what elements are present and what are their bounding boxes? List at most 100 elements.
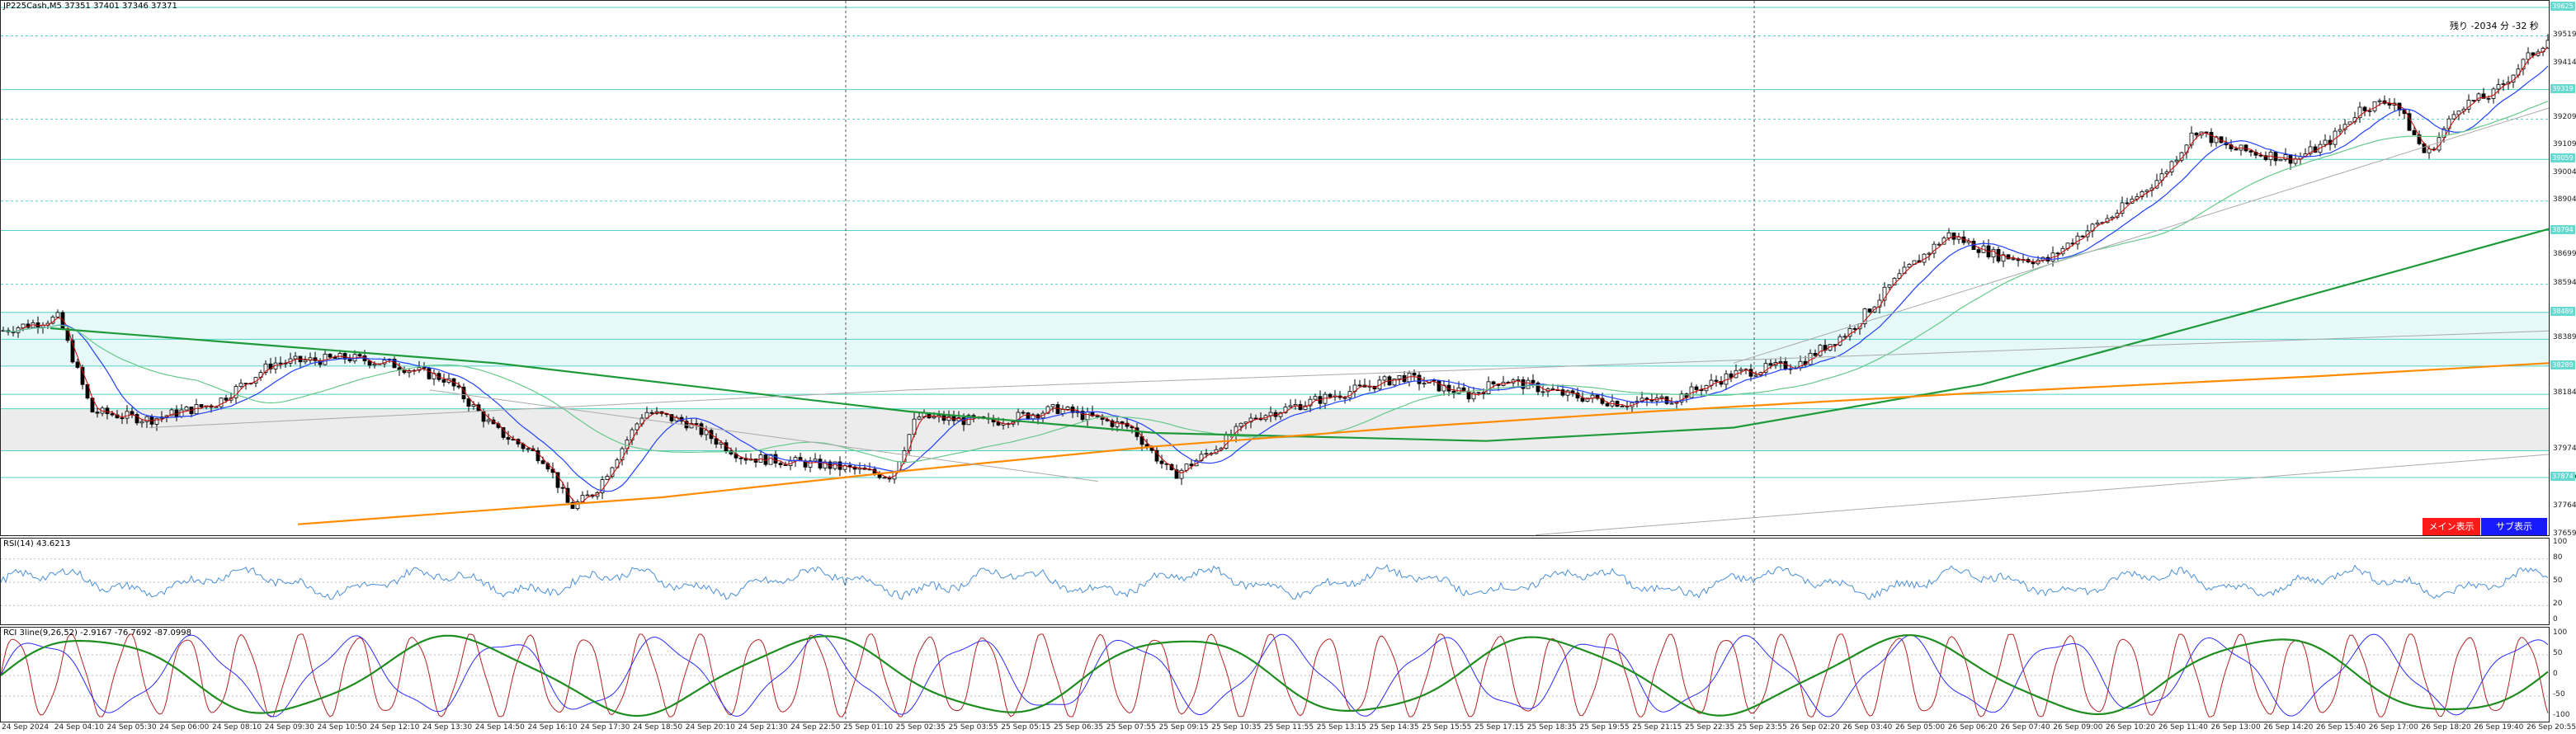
candle-up <box>1179 469 1184 479</box>
time-label: 25 Sep 21:15 <box>1632 723 1682 732</box>
candle-up <box>2496 84 2501 90</box>
candle-down <box>80 367 85 385</box>
price-label: 38594 <box>2553 278 2576 287</box>
candle-down <box>2486 97 2491 100</box>
price-chart[interactable] <box>1 1 2550 536</box>
rsi-chart[interactable] <box>1 539 2550 625</box>
candle-up <box>1639 398 1644 402</box>
time-axis[interactable]: 24 Sep 2024 24 Sep 04:10 24 Sep 05:30 24 Se… <box>0 722 2576 734</box>
candle-up <box>2471 100 2476 101</box>
candle-down <box>1615 401 1620 407</box>
candle-up <box>1288 405 1293 407</box>
candle-down <box>1600 398 1605 404</box>
candle-up <box>600 479 605 493</box>
price-level-badge: 39625 <box>2550 2 2575 11</box>
rsi-panel[interactable]: RSI(14) 43.6213 <box>0 538 2550 625</box>
time-label: 26 Sep 09:00 <box>2053 723 2103 732</box>
candle-down <box>1867 308 1872 313</box>
candle-up <box>1907 264 1912 268</box>
price-label: 39519 <box>2553 30 2576 39</box>
candle-up <box>1283 406 1288 413</box>
time-label: 26 Sep 05:00 <box>1895 723 1946 732</box>
countdown-timer: 残り -2034 分 -32 秒 <box>2450 21 2539 31</box>
candle-down <box>540 460 545 464</box>
candle-up <box>55 312 60 318</box>
candle-up <box>219 398 224 407</box>
candle-down <box>2248 150 2253 153</box>
candle-down <box>1536 382 1540 393</box>
candle-up <box>2466 100 2471 110</box>
candle-down <box>422 367 427 369</box>
candle-down <box>2194 132 2199 136</box>
time-label: 24 Sep 21:30 <box>738 723 788 732</box>
candle-down <box>2125 202 2130 205</box>
time-label: 24 Sep 16:10 <box>527 723 578 732</box>
candle-down <box>333 356 337 359</box>
candle-down <box>357 354 362 356</box>
candle-up <box>21 323 26 328</box>
candle-down <box>2412 129 2417 135</box>
time-label: 24 Sep 17:30 <box>580 723 630 732</box>
time-label: 26 Sep 15:40 <box>2316 723 2366 732</box>
candle-up <box>2095 222 2100 225</box>
candle-up <box>2169 161 2174 172</box>
candle-up <box>2214 136 2219 144</box>
candle-up <box>1937 243 1941 246</box>
sub-display-button[interactable]: サブ表示 <box>2481 518 2547 535</box>
candle-down <box>1560 389 1565 396</box>
candle-down <box>2204 131 2209 134</box>
candle-up <box>1946 232 1951 238</box>
candle-up <box>2278 158 2283 162</box>
rci-chart[interactable] <box>1 628 2550 722</box>
candle-up <box>2085 230 2090 238</box>
time-label: 26 Sep 03:40 <box>1842 723 1893 732</box>
candle-up <box>184 407 189 411</box>
main-display-button[interactable]: メイン表示 <box>2423 518 2480 535</box>
price-label: 37764 <box>2553 501 2576 510</box>
candle-down <box>105 407 110 415</box>
candle-down <box>35 322 40 328</box>
candle-down <box>773 454 778 464</box>
candle-down <box>545 463 550 470</box>
candle-up <box>1763 363 1768 374</box>
candle-up <box>575 501 580 510</box>
time-label: 26 Sep 19:40 <box>2474 723 2524 732</box>
candle-down <box>1813 352 1818 356</box>
candle-down <box>110 413 115 416</box>
candle-up <box>2526 52 2531 60</box>
candle-down <box>669 414 674 421</box>
candle-up <box>808 460 813 468</box>
time-label: 25 Sep 01:10 <box>843 723 894 732</box>
price-panel[interactable]: JP225Cash,M5 37351 37401 37346 37371 残り … <box>0 0 2550 536</box>
candle-up <box>1313 396 1318 400</box>
candle-up <box>2239 144 2243 151</box>
candle-down <box>1491 381 1496 385</box>
candle-up <box>1739 369 1743 371</box>
candle-up <box>635 423 639 431</box>
candle-up <box>1897 273 1902 279</box>
ma-long-green <box>50 228 2549 442</box>
candle-down <box>1110 420 1115 427</box>
candle-up <box>2545 40 2549 49</box>
candle-up <box>179 409 184 417</box>
candle-down <box>1189 463 1194 467</box>
candle-down <box>501 427 506 438</box>
ma-lightgreen <box>2 101 2549 463</box>
candle-down <box>1719 381 1724 385</box>
candle-up <box>471 404 476 407</box>
time-label: 25 Sep 03:55 <box>948 723 998 732</box>
ma-blue <box>2 65 2549 492</box>
candle-up <box>169 409 174 416</box>
rsi-title: RSI(14) 43.6213 <box>3 539 71 548</box>
symbol-title: JP225Cash,M5 37351 37401 37346 37371 <box>3 2 177 11</box>
candle-up <box>1669 402 1674 405</box>
candle-down <box>1253 417 1258 420</box>
time-label: 24 Sep 2024 <box>2 723 50 732</box>
rci-panel[interactable]: RCI 3line(9,26,52) -2.9167 -76.7692 -87.… <box>0 627 2550 722</box>
candle-up <box>1392 379 1397 386</box>
candle-up <box>1753 374 1758 377</box>
candle-up <box>1248 417 1253 423</box>
candle-down <box>2080 235 2085 238</box>
candle-down <box>278 362 283 365</box>
candle-down <box>2055 252 2060 255</box>
